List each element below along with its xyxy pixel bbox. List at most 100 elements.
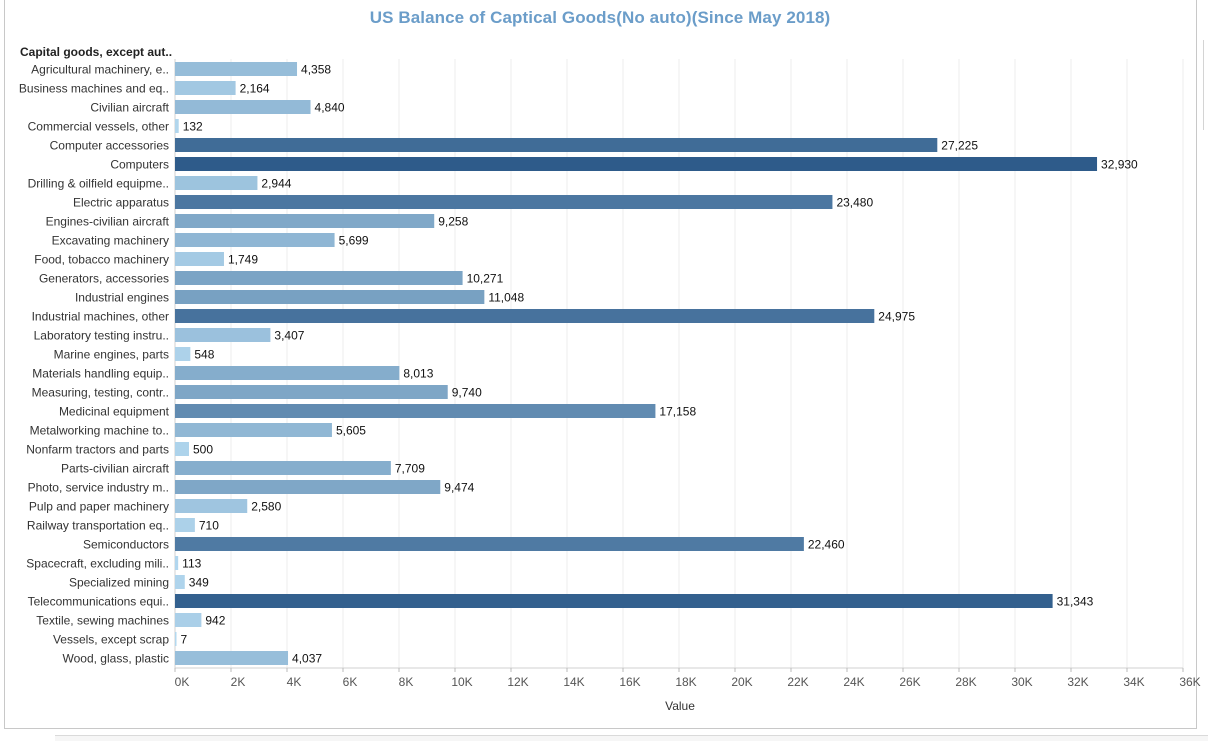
scrollbar-edge[interactable]	[1203, 40, 1208, 130]
value-label: 710	[199, 519, 219, 533]
category-label: Materials handling equip..	[32, 367, 169, 381]
category-label: Photo, service industry m..	[28, 481, 169, 495]
category-labels: Agricultural machinery, e.. Business mach…	[19, 63, 170, 666]
bar[interactable]	[175, 480, 441, 494]
category-label: Computers	[110, 158, 169, 172]
value-label: 7,709	[395, 462, 425, 476]
category-label: Parts-civilian aircraft	[61, 462, 170, 476]
value-label: 942	[205, 614, 225, 628]
category-label: Computer accessories	[50, 139, 169, 153]
bar[interactable]	[175, 442, 189, 456]
bar[interactable]	[175, 632, 177, 646]
value-label: 32,930	[1101, 158, 1138, 172]
bottom-scrollbar[interactable]	[55, 735, 1208, 741]
category-label: Vessels, except scrap	[53, 633, 169, 647]
x-tick-label: 24K	[843, 675, 864, 689]
bar[interactable]	[175, 613, 202, 627]
bar[interactable]	[175, 233, 335, 247]
bar[interactable]	[175, 518, 195, 532]
category-label: Commercial vessels, other	[28, 120, 169, 134]
category-label: Generators, accessories	[39, 272, 169, 286]
bar[interactable]	[175, 252, 224, 266]
bar[interactable]	[175, 651, 289, 665]
x-axis-ticks: 0K 2K 4K 6K 8K 10K 12K 14K 16K 18K 20K 22K 24K 26K 28K…	[174, 668, 1201, 689]
bar[interactable]	[175, 404, 656, 418]
value-label: 132	[183, 120, 203, 134]
value-label: 22,460	[808, 538, 845, 552]
value-label: 27,225	[941, 139, 978, 153]
bar[interactable]	[175, 423, 332, 437]
bar[interactable]	[175, 62, 298, 76]
bar[interactable]	[175, 176, 258, 190]
category-label: Textile, sewing machines	[36, 614, 169, 628]
category-label: Food, tobacco machinery	[34, 253, 169, 267]
value-label: 11,048	[488, 291, 524, 305]
bar[interactable]	[175, 328, 271, 342]
bars	[175, 62, 1098, 665]
bar[interactable]	[175, 575, 185, 589]
category-label: Spacecraft, excluding mili..	[26, 557, 169, 571]
x-tick-label: 26K	[899, 675, 920, 689]
value-label: 23,480	[836, 196, 873, 210]
x-axis-label: Value	[665, 699, 695, 713]
category-label: Specialized mining	[69, 576, 169, 590]
value-label: 31,343	[1057, 595, 1094, 609]
bar[interactable]	[175, 271, 463, 285]
bar[interactable]	[175, 138, 938, 152]
chart-title: US Balance of Captical Goods(No auto)(Si…	[369, 8, 831, 27]
value-label: 113	[182, 557, 201, 571]
value-label: 349	[189, 576, 209, 590]
category-label: Wood, glass, plastic	[63, 652, 170, 666]
category-label: Electric apparatus	[73, 196, 169, 210]
bar[interactable]	[175, 385, 448, 399]
bar[interactable]	[175, 214, 435, 228]
bar[interactable]	[175, 461, 391, 475]
bar[interactable]	[175, 309, 875, 323]
value-label: 500	[193, 443, 213, 457]
category-label: Civilian aircraft	[90, 101, 169, 115]
bar[interactable]	[175, 157, 1098, 171]
value-label: 2,580	[251, 500, 281, 514]
x-tick-label: 28K	[955, 675, 976, 689]
value-label: 5,699	[339, 234, 369, 248]
x-tick-label: 36K	[1179, 675, 1200, 689]
value-label: 9,474	[444, 481, 474, 495]
x-tick-label: 12K	[507, 675, 528, 689]
bar[interactable]	[175, 537, 804, 551]
x-tick-label: 0K	[175, 675, 190, 689]
x-tick-label: 2K	[231, 675, 246, 689]
category-label: Laboratory testing instru..	[34, 329, 169, 343]
value-label: 4,037	[292, 652, 322, 666]
x-tick-label: 14K	[563, 675, 584, 689]
x-tick-label: 34K	[1123, 675, 1144, 689]
category-label: Medicinal equipment	[59, 405, 170, 419]
value-label: 4,358	[301, 63, 331, 77]
value-label: 4,840	[315, 101, 345, 115]
x-tick-label: 20K	[731, 675, 752, 689]
category-label: Measuring, testing, contr..	[32, 386, 169, 400]
value-label: 8,013	[403, 367, 433, 381]
category-label: Agricultural machinery, e..	[31, 63, 169, 77]
category-label: Telecommunications equi..	[28, 595, 169, 609]
x-tick-label: 32K	[1067, 675, 1088, 689]
bar[interactable]	[175, 290, 485, 304]
value-label: 17,158	[659, 405, 696, 419]
x-tick-label: 8K	[399, 675, 414, 689]
bar[interactable]	[175, 594, 1053, 608]
category-label: Industrial machines, other	[32, 310, 169, 324]
value-label: 1,749	[228, 253, 258, 267]
bar[interactable]	[175, 81, 236, 95]
value-label: 2,944	[261, 177, 291, 191]
bar[interactable]	[175, 366, 400, 380]
value-label: 10,271	[467, 272, 504, 286]
bar[interactable]	[175, 347, 191, 361]
category-label: Marine engines, parts	[54, 348, 169, 362]
value-labels: 4,358 2,164 4,840 132 27,225 32,930 2,944 23,48…	[181, 63, 1139, 666]
category-header: Capital goods, except aut..	[20, 45, 172, 59]
bar[interactable]	[175, 195, 833, 209]
bar[interactable]	[175, 556, 179, 570]
bar[interactable]	[175, 119, 179, 133]
bar[interactable]	[175, 499, 248, 513]
value-label: 9,740	[452, 386, 482, 400]
bar[interactable]	[175, 100, 311, 114]
